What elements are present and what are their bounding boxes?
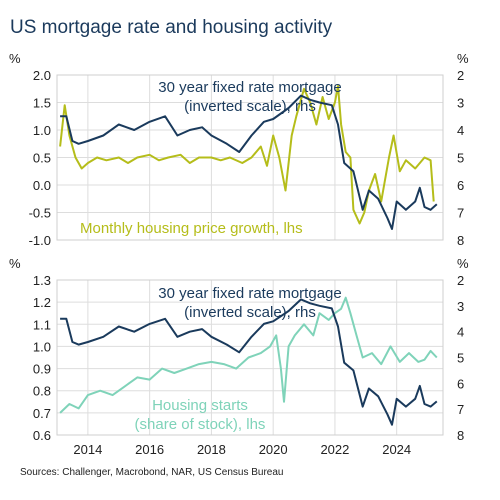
left-tick-label: -1.0 xyxy=(29,233,51,248)
left-tick-label: 0.5 xyxy=(33,151,51,166)
left-tick-label: 0.0 xyxy=(33,178,51,193)
series-label: (inverted scale), rhs xyxy=(184,98,316,115)
left-unit-label: % xyxy=(9,51,21,66)
right-tick-label: 6 xyxy=(457,376,464,391)
x-tick-label: 2018 xyxy=(197,442,226,457)
right-unit-label: % xyxy=(457,51,469,66)
left-tick-label: 1.0 xyxy=(33,339,51,354)
right-tick-label: 3 xyxy=(457,299,464,314)
left-tick-label: 0.6 xyxy=(33,428,51,443)
right-tick-label: 7 xyxy=(457,206,464,221)
right-tick-label: 7 xyxy=(457,402,464,417)
left-unit-label: % xyxy=(9,256,21,271)
series-label: 30 year fixed rate mortgage xyxy=(158,79,341,96)
left-tick-label: -0.5 xyxy=(29,206,51,221)
series-line-mortgage-rate xyxy=(60,94,438,230)
right-unit-label: % xyxy=(457,256,469,271)
right-tick-label: 8 xyxy=(457,233,464,248)
left-tick-label: 1.0 xyxy=(33,123,51,138)
series-line-lhs xyxy=(59,85,435,225)
series-line-mortgage-rate xyxy=(60,298,438,426)
series-label: 30 year fixed rate mortgage xyxy=(158,285,341,302)
series-label: (inverted scale), rhs xyxy=(184,304,316,321)
right-tick-label: 3 xyxy=(457,96,464,111)
left-tick-label: 0.9 xyxy=(33,362,51,377)
left-tick-label: 0.7 xyxy=(33,406,51,421)
right-tick-label: 5 xyxy=(457,351,464,366)
x-tick-label: 2020 xyxy=(259,442,288,457)
plot-frame xyxy=(56,279,444,436)
left-tick-label: 1.5 xyxy=(33,96,51,111)
plot-frame xyxy=(56,74,444,241)
page-title: US mortgage rate and housing activity xyxy=(10,17,333,38)
x-tick-label: 2014 xyxy=(73,442,102,457)
x-tick-label: 2024 xyxy=(382,442,411,457)
left-tick-label: 1.3 xyxy=(33,273,51,288)
right-tick-label: 6 xyxy=(457,178,464,193)
left-tick-label: 1.2 xyxy=(33,295,51,310)
right-tick-label: 2 xyxy=(457,273,464,288)
series-label: Monthly housing price growth, lhs xyxy=(80,220,303,237)
x-tick-label: 2016 xyxy=(135,442,164,457)
left-tick-label: 0.8 xyxy=(33,384,51,399)
right-tick-label: 4 xyxy=(457,325,464,340)
series-label: Housing starts xyxy=(152,397,248,414)
sources-note: Sources: Challenger, Macrobond, NAR, US … xyxy=(20,467,284,478)
right-tick-label: 4 xyxy=(457,123,464,138)
left-tick-label: 2.0 xyxy=(33,68,51,83)
left-tick-label: 1.1 xyxy=(33,317,51,332)
right-tick-label: 2 xyxy=(457,68,464,83)
series-label: (share of stock), lhs xyxy=(135,416,266,433)
x-tick-label: 2022 xyxy=(320,442,349,457)
right-tick-label: 8 xyxy=(457,428,464,443)
right-tick-label: 5 xyxy=(457,151,464,166)
series-line-lhs xyxy=(59,296,438,414)
